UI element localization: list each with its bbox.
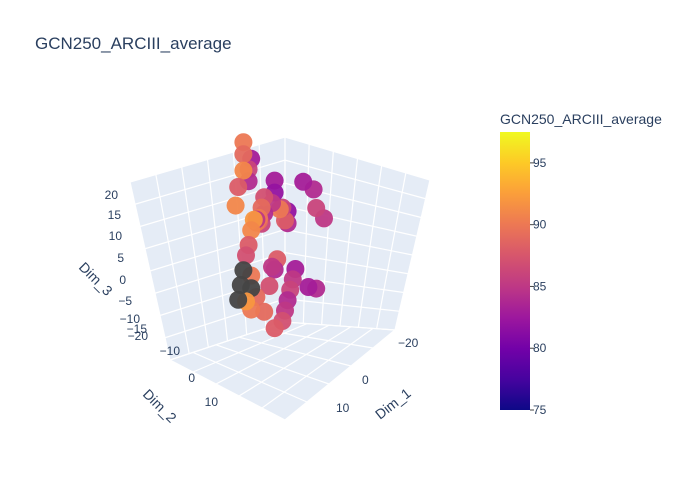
colorbar-tick-label: 80	[533, 341, 547, 355]
gridline	[169, 359, 286, 421]
z-tick-label: 20	[105, 188, 119, 202]
colorbar-tick-label: 75	[533, 403, 547, 417]
y-tick-label: 10	[205, 395, 219, 409]
gridline	[261, 327, 374, 409]
gridline	[192, 323, 308, 373]
z-tick-label: −15	[127, 322, 148, 336]
data-point	[299, 278, 318, 296]
data-point	[294, 172, 313, 191]
z-tick-label: 15	[108, 208, 122, 222]
data-point	[237, 246, 255, 265]
data-point	[242, 221, 261, 240]
data-point	[234, 145, 253, 164]
colorbar-tick-label: 90	[533, 218, 547, 232]
axis-title-x: Dim_1	[372, 385, 414, 423]
gridline	[215, 344, 330, 385]
colorbar: GCN250_ARCIII_average 75 80 85 90 95	[500, 111, 662, 417]
z-tick-label: 0	[119, 273, 126, 287]
data-point	[260, 277, 279, 295]
colorbar-gradient	[500, 132, 530, 410]
gridline	[284, 321, 396, 331]
data-point	[226, 196, 245, 215]
data-point	[231, 276, 250, 294]
z-tick-label: −5	[118, 294, 132, 308]
z-tick-label: 5	[117, 251, 124, 265]
z-tick-label: −10	[120, 312, 141, 326]
data-point	[263, 257, 281, 276]
data-point	[234, 161, 253, 180]
axis-title-y: Dim_2	[140, 386, 180, 426]
z-tick-label: −20	[128, 329, 149, 343]
gridline	[284, 298, 400, 312]
data-point	[229, 290, 248, 309]
data-point	[229, 178, 248, 196]
y-tick-label: −10	[160, 344, 181, 358]
z-tick-label: 10	[109, 229, 123, 243]
gridline	[284, 252, 409, 275]
gridline	[238, 336, 352, 367]
colorbar-tick-label: 95	[533, 156, 547, 170]
gridline	[284, 275, 404, 294]
data-point	[234, 261, 253, 280]
x-tick-label: 0	[362, 373, 369, 387]
chart-title: GCN250_ARCIII_average	[35, 34, 232, 53]
gridline	[149, 228, 286, 272]
data-points	[226, 133, 333, 338]
colorbar-ticks: 75 80 85 90 95	[530, 156, 547, 417]
gridline	[284, 136, 431, 181]
data-point	[307, 199, 326, 217]
colorbar-tick-label: 85	[533, 279, 547, 293]
floor-plane	[170, 322, 395, 420]
x-tick-label: 10	[336, 401, 350, 415]
gridline	[284, 205, 418, 237]
x-tick-label: −20	[398, 336, 419, 350]
gridline	[215, 324, 330, 385]
gridline	[238, 326, 352, 397]
gridline	[134, 159, 286, 205]
back-wall-left	[130, 137, 285, 360]
gridline	[192, 351, 308, 403]
axis-title-z: Dim_3	[76, 259, 116, 299]
gridline	[284, 228, 413, 256]
data-point	[265, 319, 284, 338]
colorbar-title: GCN250_ARCIII_average	[500, 111, 662, 127]
y-tick-label: 0	[188, 371, 195, 385]
gridline	[284, 329, 396, 421]
gridline	[154, 252, 286, 294]
gridline	[129, 136, 286, 183]
gridline	[284, 159, 426, 200]
